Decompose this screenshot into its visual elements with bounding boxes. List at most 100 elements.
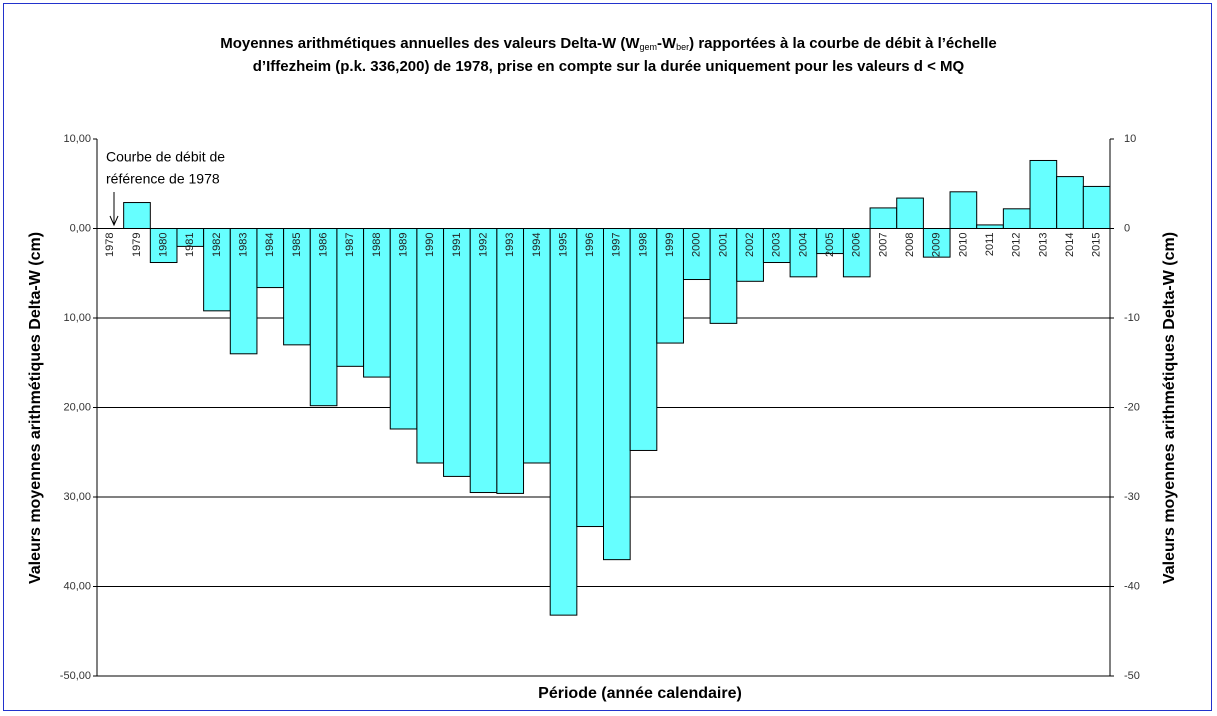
frame xyxy=(3,3,1212,711)
bar xyxy=(469,228,498,494)
x-tick-label: 1990 xyxy=(424,233,436,257)
y-tick-label: 40,00 xyxy=(63,580,91,592)
x-tick-label: 1993 xyxy=(504,233,516,257)
bar xyxy=(309,228,338,407)
y2-tick-label: 0 xyxy=(1124,222,1130,234)
x-tick-label: 2006 xyxy=(851,233,863,257)
bar xyxy=(576,228,604,528)
x-tick-label: 2003 xyxy=(771,233,783,257)
y2-tick-label: 10 xyxy=(1124,133,1136,145)
x-tick-label: 2002 xyxy=(744,233,756,257)
bar xyxy=(896,197,924,230)
bar xyxy=(203,228,231,312)
x-tick-label: 1996 xyxy=(584,233,596,257)
x-tick-label: 1995 xyxy=(557,233,569,257)
x-tick-label: 1980 xyxy=(158,233,170,257)
title-text: ) rapportées à la courbe de débit à l’éc… xyxy=(689,35,997,52)
x-tick-label: 2007 xyxy=(877,233,889,257)
y2-tick-label: -50 xyxy=(1124,670,1140,682)
y2-tick-label: -40 xyxy=(1124,580,1140,592)
x-tick-label: 2000 xyxy=(691,233,703,257)
x-tick-label: 1985 xyxy=(291,233,303,257)
bar xyxy=(1002,208,1031,229)
y2-tick-label: -30 xyxy=(1124,491,1140,503)
x-tick-label: 2004 xyxy=(797,233,809,257)
x-tick-label: 1989 xyxy=(397,233,409,257)
title-sub: ber xyxy=(676,42,690,52)
bar xyxy=(682,228,711,281)
bar xyxy=(922,228,951,258)
y-axis-label: Valeurs moyennes arithmétiques Delta-W (… xyxy=(27,232,44,584)
bar xyxy=(363,228,391,378)
x-tick-label: 1991 xyxy=(451,233,463,257)
bar xyxy=(229,228,258,355)
bar xyxy=(976,224,1004,229)
bar xyxy=(1082,185,1111,229)
title-text: d’Iffezheim (p.k. 336,200) de 1978, pris… xyxy=(252,58,965,75)
bar xyxy=(603,228,631,561)
x-tick-label: 1979 xyxy=(131,233,143,257)
bar xyxy=(443,228,471,477)
x-tick-label: 2015 xyxy=(1091,233,1103,257)
y-tick-label: 10,00 xyxy=(63,133,91,145)
bar xyxy=(416,228,445,464)
x-tick-label: 2001 xyxy=(717,233,729,257)
x-tick-label: 1988 xyxy=(371,233,383,257)
x-tick-label: 2013 xyxy=(1037,233,1049,257)
bar xyxy=(842,228,871,278)
annotation-arrow-head xyxy=(109,215,119,227)
y-tick-label: 0,00 xyxy=(70,222,91,234)
bar xyxy=(869,207,898,229)
bar xyxy=(336,228,365,367)
x-tick-label: 2005 xyxy=(824,233,836,257)
bar xyxy=(656,228,684,344)
bar xyxy=(496,228,525,494)
y-tick-label: -50,00 xyxy=(60,670,91,682)
bar xyxy=(149,228,178,264)
bar xyxy=(949,191,978,229)
x-tick-label: 2014 xyxy=(1064,233,1076,257)
x-tick-label: 1987 xyxy=(344,233,356,257)
bar xyxy=(549,228,578,616)
x-tick-label: 1981 xyxy=(184,233,196,257)
x-tick-label: 1997 xyxy=(611,233,623,257)
x-tick-label: 1994 xyxy=(531,233,543,257)
chart-title: Moyennes arithmétiques annuelles des val… xyxy=(0,34,1217,77)
x-tick-label: 2009 xyxy=(931,233,943,257)
y-tick-label: 30,00 xyxy=(63,491,91,503)
bar xyxy=(283,228,311,346)
bar xyxy=(709,228,738,324)
title-sub: gem xyxy=(639,42,657,52)
bar xyxy=(523,228,551,464)
x-tick-label: 1978 xyxy=(104,233,116,257)
x-tick-label: 1983 xyxy=(238,233,250,257)
annotation: référence de 1978 xyxy=(106,171,220,187)
x-tick-label: 2011 xyxy=(984,233,996,257)
y2-tick-label: -10 xyxy=(1124,312,1140,324)
y-tick-label: 20,00 xyxy=(63,401,91,413)
title-text: Moyennes arithmétiques annuelles des val… xyxy=(220,35,640,52)
bar xyxy=(816,228,844,255)
bar xyxy=(1029,159,1058,229)
annotation: Courbe de débit de xyxy=(106,149,225,165)
y-tick-label: 10,00 xyxy=(63,312,91,324)
x-axis-label: Période (année calendaire) xyxy=(538,685,742,702)
title-text: -W xyxy=(657,35,677,52)
bar xyxy=(123,202,151,229)
x-tick-label: 2008 xyxy=(904,233,916,257)
bar xyxy=(389,228,418,430)
x-tick-label: 1982 xyxy=(211,233,223,257)
x-tick-label: 1986 xyxy=(317,233,329,257)
x-tick-label: 1998 xyxy=(637,233,649,257)
x-tick-label: 2012 xyxy=(1011,233,1023,257)
x-tick-label: 1992 xyxy=(477,233,489,257)
bar xyxy=(762,228,791,264)
bar xyxy=(736,228,764,282)
bar xyxy=(629,228,658,451)
y2-tick-label: -20 xyxy=(1124,401,1140,413)
y2-axis-label: Valeurs moyennes arithmétiques Delta-W (… xyxy=(1161,232,1178,584)
x-tick-label: 2010 xyxy=(957,233,969,257)
bar xyxy=(1056,176,1084,229)
